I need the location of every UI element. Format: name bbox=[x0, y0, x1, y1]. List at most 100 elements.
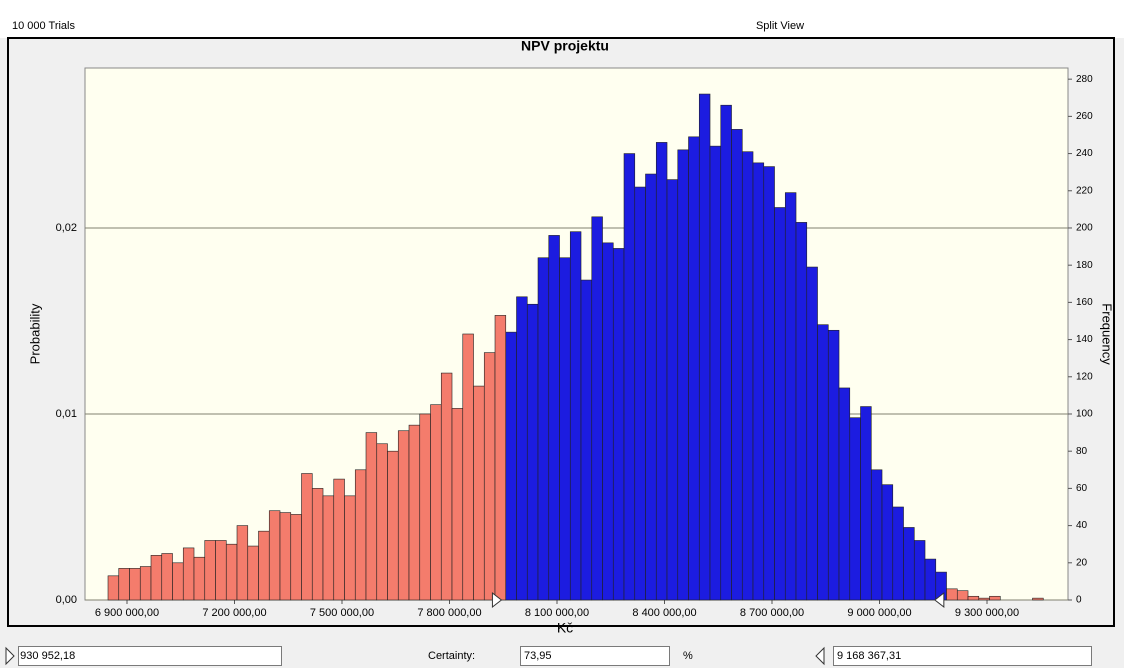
x-tick-label: 8 100 000,00 bbox=[525, 607, 589, 619]
histogram-bar bbox=[849, 417, 861, 601]
histogram-bar bbox=[440, 372, 453, 601]
histogram-bar bbox=[731, 129, 743, 601]
x-tick-label: 8 400 000,00 bbox=[632, 607, 696, 619]
certainty-value: 73,95 bbox=[524, 650, 552, 662]
histogram-bar bbox=[741, 151, 754, 601]
certainty-input[interactable]: 73,95 bbox=[520, 646, 670, 666]
histogram-bar bbox=[967, 595, 980, 601]
histogram-bar bbox=[720, 104, 732, 601]
upper-grabber bbox=[934, 591, 945, 609]
histogram-bar bbox=[698, 93, 711, 601]
histogram-bar bbox=[247, 545, 259, 601]
lower-grabber bbox=[491, 591, 503, 609]
x-tick-label: 6 900 000,00 bbox=[95, 607, 159, 619]
histogram-bar bbox=[860, 406, 872, 601]
histogram-bar bbox=[677, 149, 689, 601]
histogram-bar bbox=[279, 512, 292, 601]
y2-tick-label: 280 bbox=[1076, 74, 1093, 85]
histogram-bar bbox=[344, 495, 356, 601]
histogram-bar bbox=[387, 450, 399, 601]
histogram-bar bbox=[430, 404, 442, 601]
histogram-bar bbox=[526, 303, 539, 601]
histogram-bar bbox=[913, 540, 926, 601]
histogram-bar bbox=[290, 514, 302, 601]
histogram-bar bbox=[903, 527, 915, 601]
histogram-bar bbox=[225, 543, 238, 601]
histogram-bar bbox=[505, 331, 517, 601]
y2-tick-label: 100 bbox=[1076, 409, 1093, 420]
view-label[interactable]: Split View bbox=[756, 20, 804, 32]
right-arrow-icon[interactable] bbox=[815, 646, 825, 666]
histogram-bar bbox=[795, 222, 808, 601]
y2-tick-label: 120 bbox=[1076, 371, 1093, 382]
histogram-bar bbox=[365, 432, 378, 601]
histogram-bar bbox=[408, 424, 421, 601]
histogram-bar bbox=[956, 590, 969, 601]
histogram-bar bbox=[419, 413, 431, 601]
histogram-bar bbox=[193, 556, 206, 601]
histogram-bar bbox=[494, 315, 507, 601]
histogram-bar bbox=[107, 575, 120, 601]
histogram-bar bbox=[881, 484, 894, 601]
histogram-bar bbox=[473, 385, 485, 601]
upper-bound-input[interactable]: 9 168 367,31 bbox=[833, 646, 1092, 666]
histogram-bar bbox=[161, 553, 173, 601]
x-tick-label: 9 000 000,00 bbox=[847, 607, 911, 619]
y2-tick-label: 180 bbox=[1076, 260, 1093, 271]
certainty-unit: % bbox=[683, 650, 693, 662]
histogram-bar bbox=[516, 296, 528, 601]
histogram-bar bbox=[559, 257, 571, 601]
y2-tick-label: 260 bbox=[1076, 111, 1093, 122]
y-tick-label: 0,01 bbox=[56, 408, 77, 420]
chart-title: NPV projektu bbox=[521, 38, 609, 54]
histogram-bar bbox=[397, 430, 410, 601]
histogram-bar bbox=[333, 478, 345, 601]
histogram-bar bbox=[924, 558, 937, 601]
y2-tick-label: 200 bbox=[1076, 223, 1093, 234]
upper-bound-value: 9 168 367,31 bbox=[837, 650, 902, 662]
lower-bound-input[interactable]: 7 930 952,18 bbox=[18, 646, 282, 666]
histogram-bar bbox=[623, 153, 636, 601]
histogram-bar bbox=[150, 555, 163, 601]
histogram-bar bbox=[784, 192, 797, 601]
histogram-bar bbox=[236, 525, 249, 601]
histogram-bar bbox=[139, 566, 152, 601]
x-tick-label: 7 800 000,00 bbox=[417, 607, 481, 619]
histogram-bar bbox=[537, 257, 550, 601]
histogram-bar bbox=[870, 469, 883, 601]
y2-tick-label: 20 bbox=[1076, 557, 1088, 568]
x-tick-label: 7 500 000,00 bbox=[310, 607, 374, 619]
certainty-label: Certainty: bbox=[428, 650, 476, 662]
histogram-bar bbox=[806, 266, 818, 601]
histogram-bar bbox=[118, 568, 130, 601]
histogram-bar bbox=[709, 145, 722, 601]
histogram-bar bbox=[548, 235, 560, 601]
histogram-bar bbox=[946, 588, 958, 601]
y2-tick-label: 140 bbox=[1076, 334, 1093, 345]
histogram-bar bbox=[978, 597, 990, 601]
histogram-bar bbox=[892, 506, 904, 601]
histogram-bar bbox=[774, 207, 786, 601]
header-bar bbox=[0, 0, 1124, 38]
histogram-bar bbox=[817, 324, 829, 601]
lower-bound-value: 7 930 952,18 bbox=[19, 650, 76, 662]
histogram-bar bbox=[688, 136, 700, 601]
histogram-bar bbox=[655, 142, 668, 601]
histogram-bar bbox=[591, 216, 603, 601]
y2-tick-label: 40 bbox=[1076, 520, 1088, 531]
y2-tick-label: 60 bbox=[1076, 483, 1088, 494]
histogram-bar bbox=[182, 547, 195, 601]
histogram-bar bbox=[462, 333, 474, 601]
y-axis-title: Probability bbox=[27, 303, 42, 364]
histogram-bar bbox=[666, 179, 679, 601]
left-arrow-icon[interactable] bbox=[5, 646, 15, 666]
histogram-bar bbox=[763, 166, 775, 601]
y-tick-label: 0,02 bbox=[56, 222, 77, 234]
y2-tick-label: 80 bbox=[1076, 446, 1088, 457]
histogram-bar bbox=[827, 329, 840, 601]
histogram-bar bbox=[268, 510, 281, 601]
histogram-bar bbox=[483, 352, 496, 601]
histogram-bar bbox=[602, 242, 614, 601]
